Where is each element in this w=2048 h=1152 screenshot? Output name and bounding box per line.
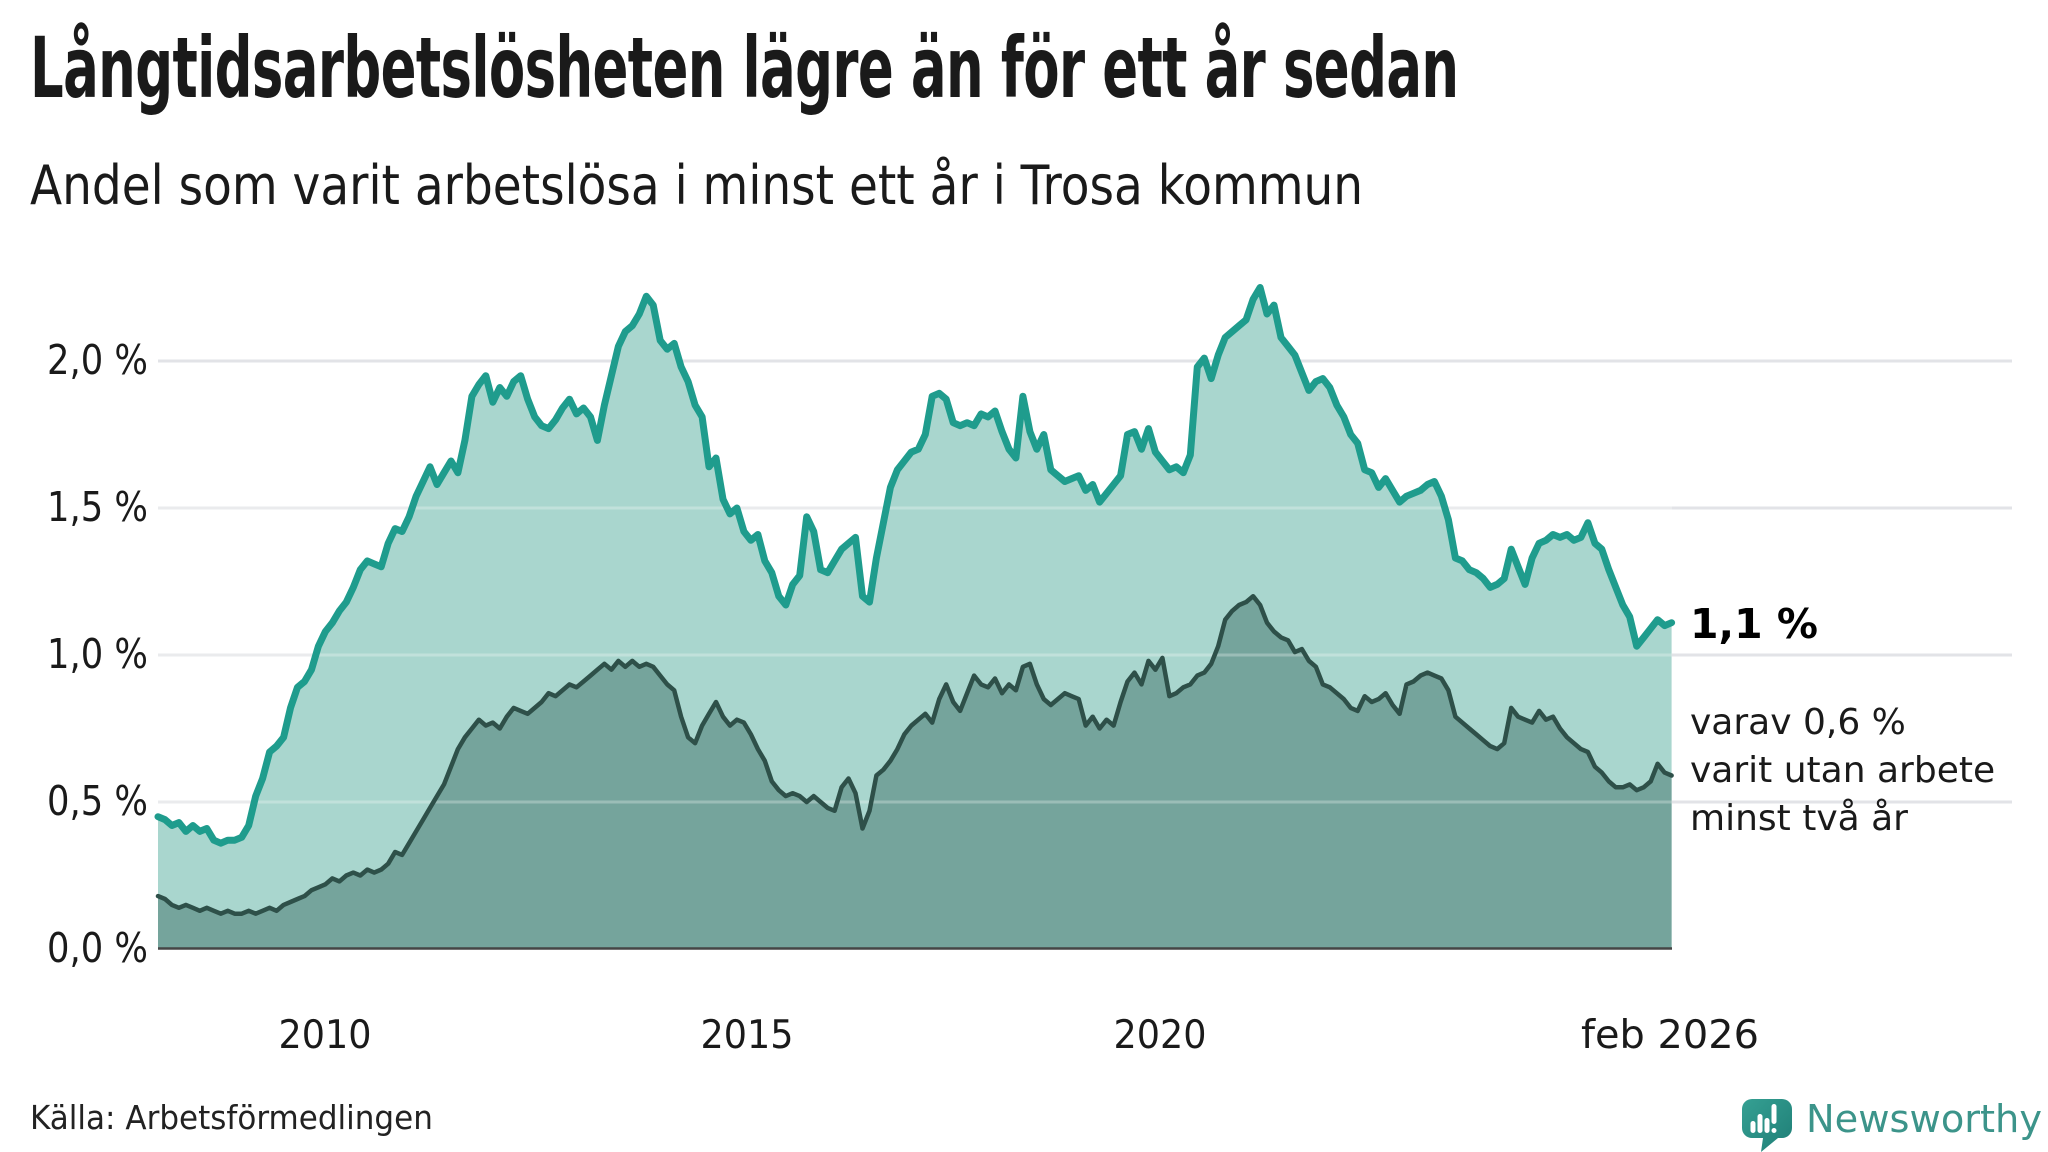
y-tick-2: 1,0 % [47,630,148,678]
annotation-two-year-line3: minst två år [1690,798,1908,839]
page-subtitle: Andel som varit arbetslösa i minst ett å… [30,154,1364,217]
line-unemployed-min-1-year [154,284,1676,847]
newsworthy-wordmark: Newsworthy [1806,1097,2042,1141]
y-tick-1: 0,5 % [47,777,148,825]
x-tick-2010: 2010 [279,1013,372,1058]
area-unemployed-min-2-years [158,596,1672,949]
line-unemployed-min-2-years [155,593,1674,916]
x-tick-2020: 2020 [1114,1013,1207,1058]
y-tick-4: 2,0 % [47,336,148,384]
y-axis-tick-labels: 0,0 % 0,5 % 1,0 % 1,5 % 2,0 % [47,336,148,972]
newsworthy-icon-bars [1750,1104,1777,1133]
x-axis-tick-labels: 2010 2015 2020 feb 2026 [279,1013,1760,1058]
annotation-latest-total: 1,1 % [1690,600,1818,648]
annotation-two-year: varav 0,6 % varit utan arbete minst två … [1690,702,2007,839]
annotation-two-year-line1: varav 0,6 % [1690,702,1906,743]
annotation-two-year-line2: varit utan arbete [1690,750,1995,791]
y-tick-3: 1,5 % [47,483,148,531]
newsworthy-icon [1742,1099,1792,1152]
y-tick-0: 0,0 % [47,924,148,972]
x-tick-2015: 2015 [701,1013,794,1058]
x-tick-feb-2026: feb 2026 [1581,1013,1759,1058]
page-title: Långtidsarbetslösheten lägre än för ett … [30,19,1459,117]
source-label: Källa: Arbetsförmedlingen [30,1098,433,1137]
newsworthy-logo: Newsworthy [1742,1097,2042,1152]
